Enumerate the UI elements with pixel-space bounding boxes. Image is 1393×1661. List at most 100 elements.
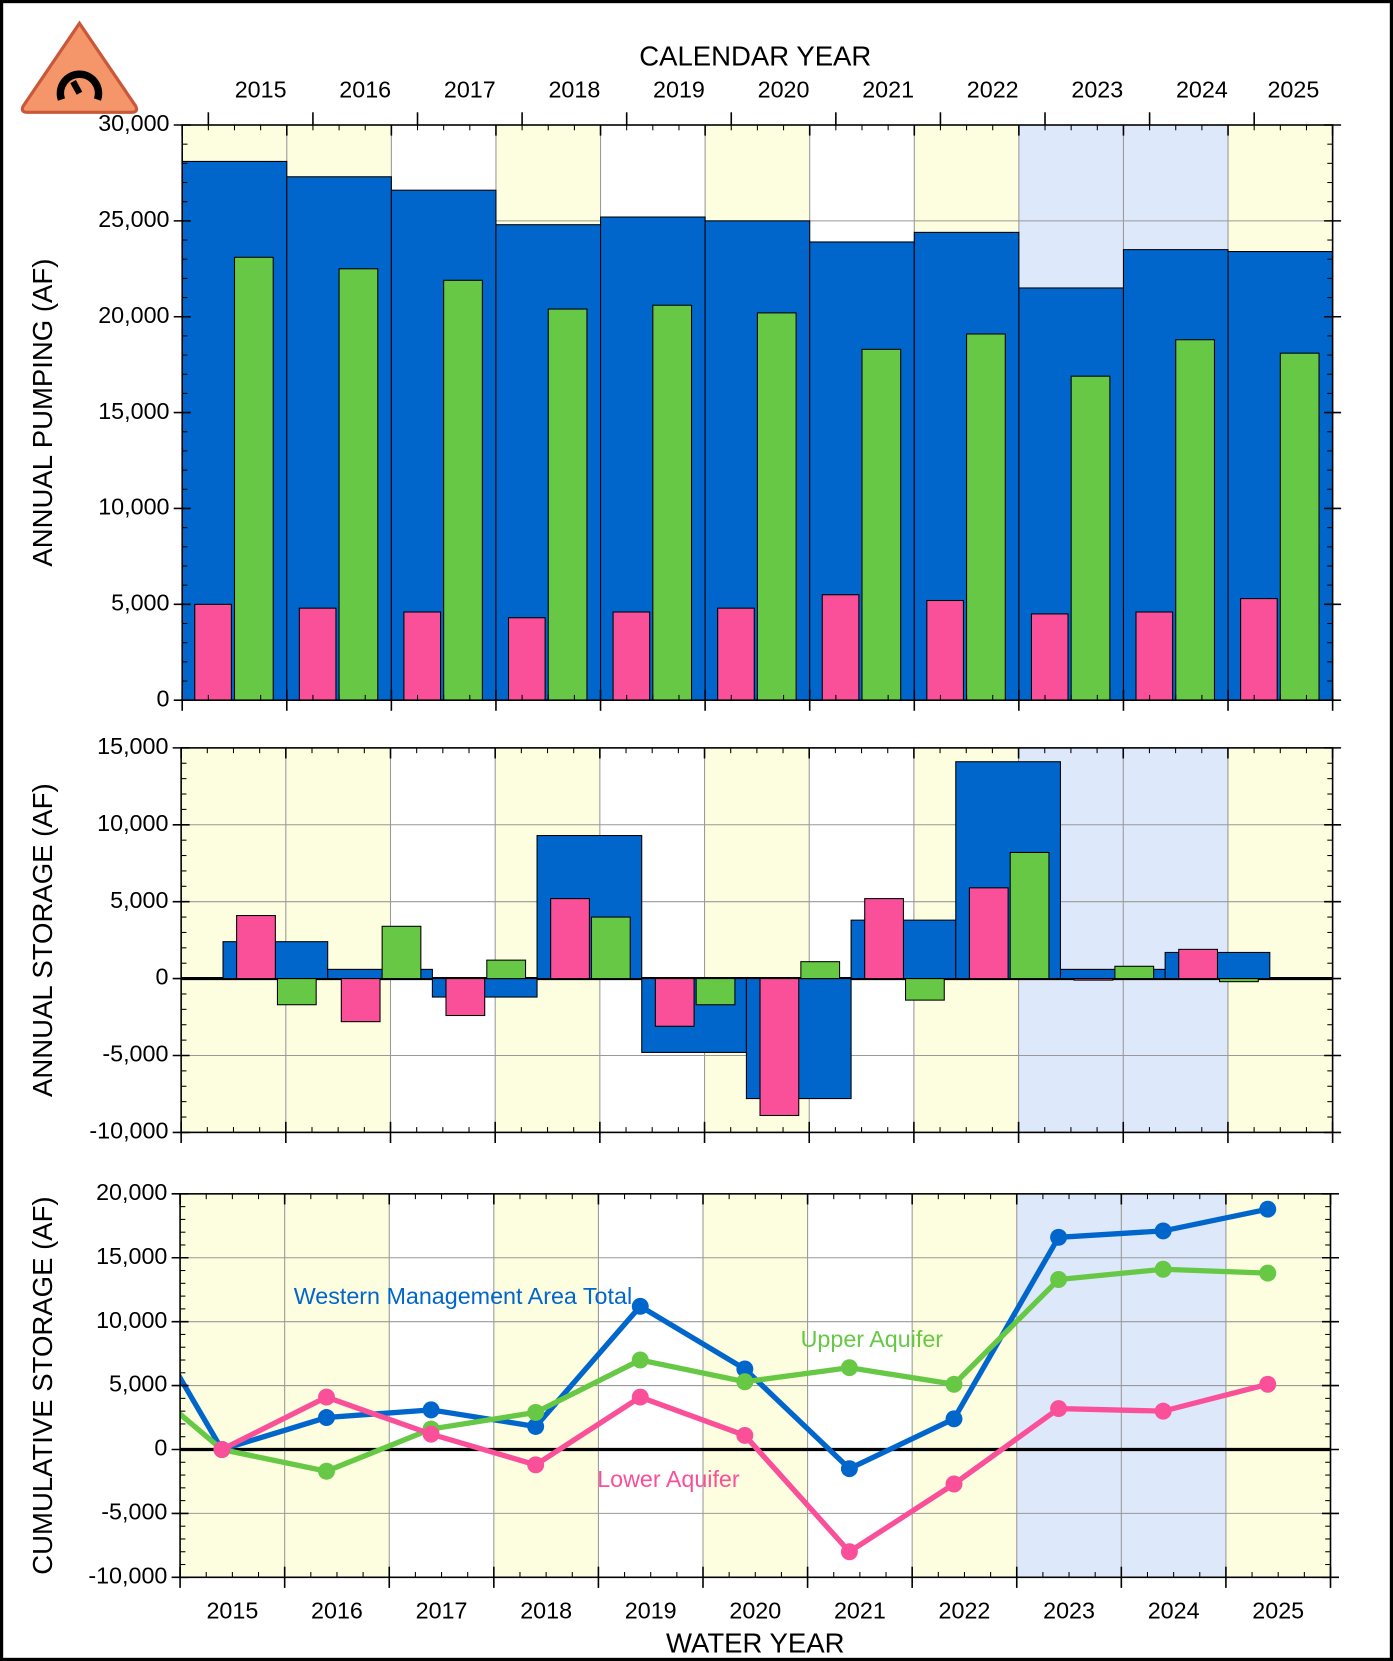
bar — [1009, 851, 1050, 980]
bar — [612, 611, 651, 701]
y-tick-label: 30,000 — [98, 110, 169, 136]
bar — [695, 978, 736, 1006]
x-tick-label: 2015 — [206, 1597, 258, 1623]
point — [318, 1462, 335, 1480]
x-tick-label: 2025 — [1252, 1597, 1304, 1623]
x-tick-label: 2023 — [1043, 1597, 1095, 1623]
x2-axis-title: CALENDAR YEAR — [639, 41, 871, 72]
bar — [1114, 965, 1155, 980]
x-tick-label: 2016 — [311, 1597, 363, 1623]
bar — [236, 914, 276, 980]
bar — [445, 978, 486, 1017]
y-tick-label: -10,000 — [88, 1562, 167, 1588]
point — [631, 1388, 649, 1406]
x-axis-title: WATER YEAR — [666, 1627, 844, 1658]
bar — [298, 607, 337, 701]
y-tick-label: 0 — [155, 964, 168, 990]
point — [631, 1297, 649, 1315]
x2-tick-label: 2015 — [235, 76, 287, 102]
bar — [759, 978, 800, 1117]
y-axis-title: CUMULATIVE STORAGE (AF) — [27, 1196, 58, 1574]
plot-border — [180, 747, 1334, 1134]
point — [1259, 1264, 1277, 1282]
y-tick-label: 20,000 — [96, 1179, 167, 1205]
bar — [966, 333, 1006, 701]
bar — [861, 348, 902, 701]
series-label: Western Management Area Total — [294, 1283, 632, 1309]
point — [527, 1456, 545, 1474]
band — [1123, 747, 1228, 1133]
point — [1050, 1228, 1068, 1246]
bar — [233, 256, 274, 701]
y-tick-label: 10,000 — [97, 810, 168, 836]
point — [422, 1425, 440, 1443]
point — [840, 1359, 858, 1377]
point — [1154, 1260, 1172, 1278]
band — [285, 747, 391, 1133]
series-label: Lower Aquifer — [597, 1466, 740, 1492]
plot — [181, 747, 1333, 1133]
y-tick-label: -5,000 — [101, 1499, 167, 1525]
x2-tick-label: 2020 — [758, 76, 810, 102]
series-label: Upper Aquifer — [801, 1326, 944, 1352]
x-tick-label: 2018 — [520, 1597, 572, 1623]
x2-tick-label: 2023 — [1071, 76, 1123, 102]
point — [213, 1441, 231, 1458]
line — [180, 1266, 1268, 1474]
bar — [904, 978, 945, 1001]
band — [1227, 747, 1333, 1133]
bar — [550, 898, 590, 980]
x2-tick-label: 2018 — [548, 76, 600, 102]
point — [1259, 1200, 1277, 1218]
point — [1050, 1400, 1068, 1418]
bar — [1073, 978, 1114, 981]
point — [527, 1418, 545, 1435]
point — [318, 1409, 335, 1427]
point — [736, 1373, 754, 1391]
bar — [590, 916, 631, 980]
plot — [182, 124, 1333, 701]
bar — [1030, 613, 1069, 701]
bar — [486, 959, 527, 980]
bar — [340, 978, 381, 1023]
x-tick-label: 2021 — [834, 1597, 886, 1623]
plot-border — [181, 124, 1334, 701]
x2-tick-label: 2016 — [339, 76, 391, 102]
bar — [1178, 948, 1218, 980]
point — [840, 1543, 858, 1561]
y-tick-label: 5,000 — [111, 589, 169, 615]
point — [1154, 1222, 1172, 1240]
bar — [403, 611, 442, 701]
point — [736, 1360, 754, 1378]
y-tick-label: -10,000 — [89, 1118, 168, 1144]
x2-tick-label: 2017 — [444, 76, 496, 102]
bar — [1135, 611, 1174, 701]
point — [422, 1401, 440, 1419]
bar — [194, 603, 232, 701]
point — [631, 1351, 649, 1369]
logo — [20, 20, 139, 114]
point — [945, 1375, 963, 1393]
bar — [821, 594, 860, 701]
bar — [507, 617, 546, 701]
bar — [717, 607, 755, 701]
y-tick-label: 0 — [154, 1435, 167, 1461]
y-tick-label: 10,000 — [96, 1307, 167, 1333]
bar — [1175, 339, 1215, 701]
point — [1259, 1375, 1277, 1393]
bar — [381, 925, 422, 980]
line — [180, 1206, 1269, 1472]
y-tick-label: 5,000 — [110, 887, 168, 913]
point — [840, 1460, 858, 1478]
bar — [443, 279, 483, 701]
y-axis-title: ANNUAL PUMPING (AF) — [27, 259, 58, 567]
x2-tick-label: 2025 — [1267, 76, 1319, 102]
y-tick-label: 15,000 — [98, 398, 169, 424]
x-tick-label: 2020 — [729, 1597, 781, 1623]
bar — [276, 978, 317, 1006]
point — [736, 1426, 754, 1444]
plot-border — [179, 1193, 1332, 1579]
point — [945, 1410, 963, 1428]
x2-tick-label: 2019 — [653, 76, 705, 102]
